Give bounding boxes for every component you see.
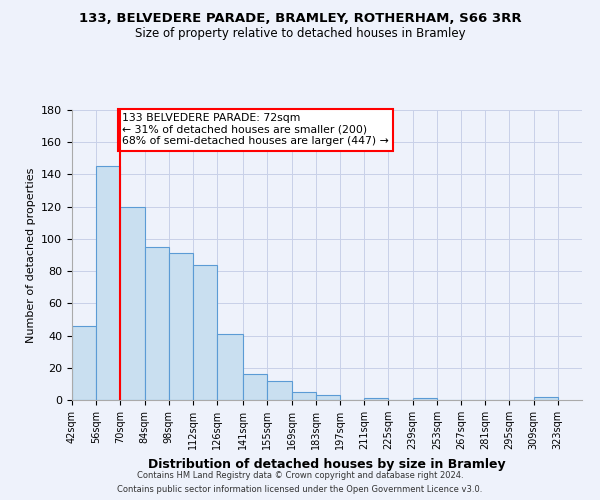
Text: 133 BELVEDERE PARADE: 72sqm
← 31% of detached houses are smaller (200)
68% of se: 133 BELVEDERE PARADE: 72sqm ← 31% of det… (122, 113, 389, 146)
Bar (364, 398, 388, 400)
Bar (96, 166, 121, 400)
Text: Contains HM Land Registry data © Crown copyright and database right 2024.: Contains HM Land Registry data © Crown c… (137, 472, 463, 480)
Bar (217, 334, 243, 400)
Text: 133, BELVEDERE PARADE, BRAMLEY, ROTHERHAM, S66 3RR: 133, BELVEDERE PARADE, BRAMLEY, ROTHERHA… (79, 12, 521, 26)
Bar (193, 264, 217, 400)
Text: Contains public sector information licensed under the Open Government Licence v3: Contains public sector information licen… (118, 484, 482, 494)
Bar (72, 326, 96, 400)
Bar (169, 254, 193, 400)
Y-axis label: Number of detached properties: Number of detached properties (26, 168, 35, 342)
Bar (121, 206, 145, 400)
Bar (243, 374, 268, 400)
Bar (292, 392, 316, 400)
Bar (413, 398, 437, 400)
Bar (533, 397, 558, 400)
X-axis label: Distribution of detached houses by size in Bramley: Distribution of detached houses by size … (148, 458, 506, 470)
Bar (268, 380, 292, 400)
Bar (316, 395, 340, 400)
Bar (145, 247, 169, 400)
Text: Size of property relative to detached houses in Bramley: Size of property relative to detached ho… (134, 28, 466, 40)
